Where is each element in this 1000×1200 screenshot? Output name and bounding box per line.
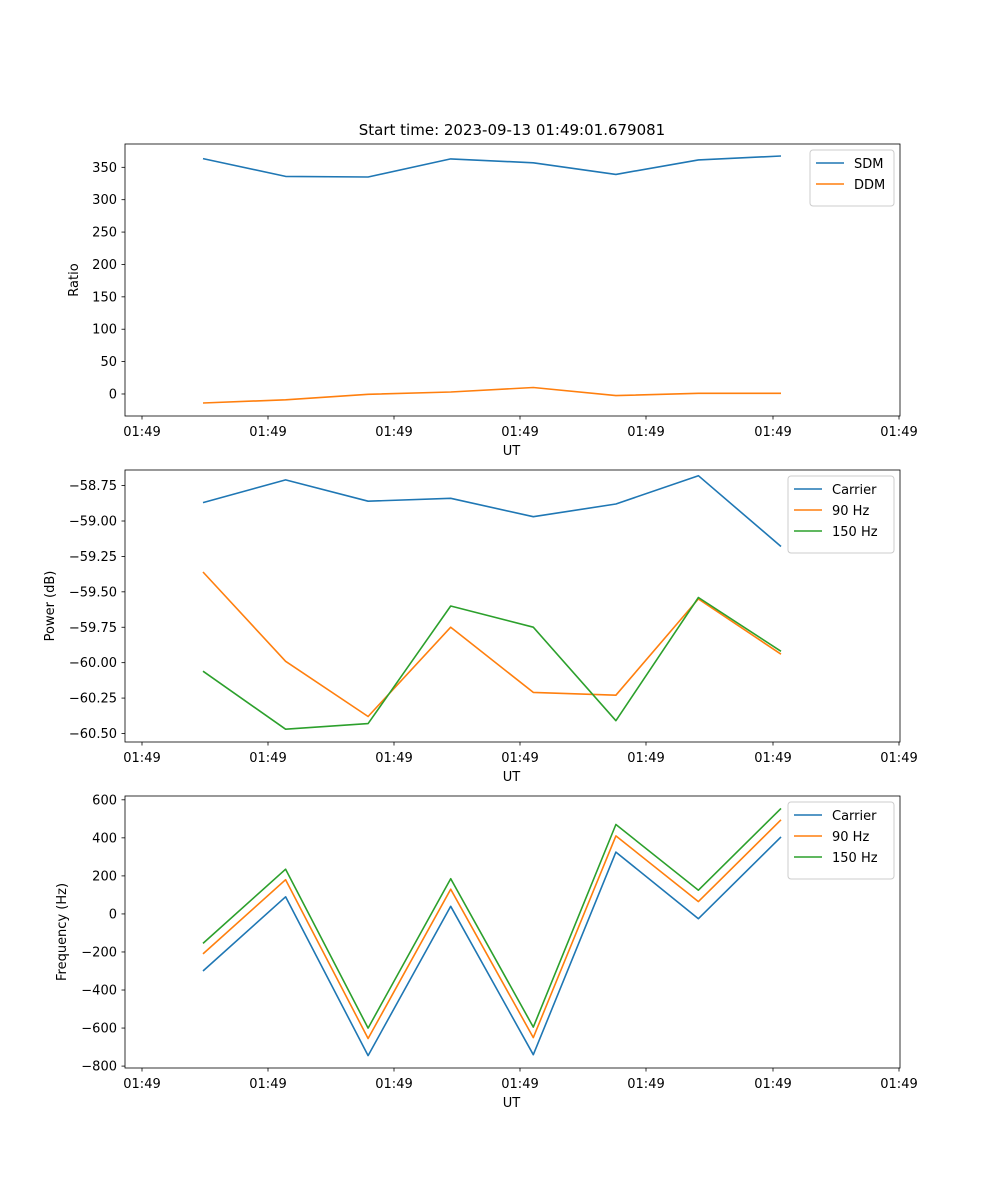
series-line-sdm — [202, 155, 782, 178]
series-line-carrier — [202, 474, 782, 548]
x-tick-label: 01:49 — [375, 1077, 412, 1092]
y-tick-label: −58.75 — [69, 479, 117, 494]
legend-label: 90 Hz — [832, 830, 869, 845]
legend-label: SDM — [854, 157, 883, 172]
y-tick-label: 350 — [92, 161, 117, 176]
y-tick-label: −59.50 — [69, 585, 117, 600]
series-line-ddm — [202, 386, 781, 404]
legend-label: Carrier — [832, 809, 877, 824]
legend-label: 150 Hz — [832, 851, 878, 866]
y-tick-label: −800 — [81, 1060, 117, 1075]
y-tick-label: 300 — [92, 193, 117, 208]
y-tick-label: 150 — [92, 290, 117, 305]
x-tick-label: 01:49 — [880, 751, 917, 766]
y-tick-label: 250 — [92, 226, 117, 241]
y-axis-label: Ratio — [67, 263, 82, 296]
y-tick-label: 200 — [92, 258, 117, 273]
y-tick-label: −60.50 — [69, 727, 117, 742]
y-tick-label: −59.00 — [69, 515, 117, 530]
y-tick-label: 600 — [92, 793, 117, 808]
x-tick-label: 01:49 — [123, 425, 160, 440]
y-tick-label: −200 — [81, 945, 117, 960]
legend-label: 150 Hz — [832, 525, 878, 540]
x-axis-label: UT — [503, 444, 521, 459]
series-line-90-hz — [202, 819, 782, 1040]
series-line-90-hz — [202, 571, 782, 718]
panels: 0 50 100 150 200 250 300 350 01:49 01:49 01:49 01:4… — [43, 143, 918, 1111]
x-tick-label: 01:49 — [375, 751, 412, 766]
y-tick-label: −400 — [81, 984, 117, 999]
series-line-150-hz — [202, 807, 782, 1029]
legend-label: Carrier — [832, 483, 877, 498]
y-tick-label: 50 — [100, 355, 117, 370]
x-tick-label: 01:49 — [249, 425, 286, 440]
x-tick-label: 01:49 — [880, 1077, 917, 1092]
y-tick-label: −59.75 — [69, 621, 117, 636]
y-tick-label: 0 — [109, 387, 117, 402]
x-tick-label: 01:49 — [123, 1077, 160, 1092]
plot-frame — [124, 795, 901, 1069]
plot-frame — [124, 469, 901, 743]
legend-box — [809, 149, 895, 207]
x-tick-label: 01:49 — [501, 425, 538, 440]
legend: Carrier 90 Hz 150 Hz — [787, 801, 895, 880]
x-tick-label: 01:49 — [501, 751, 538, 766]
x-tick-label: 01:49 — [249, 1077, 286, 1092]
legend-box — [787, 801, 895, 880]
x-tick-label: 01:49 — [501, 1077, 538, 1092]
y-axis-label: Frequency (Hz) — [55, 883, 70, 981]
chart-panel-1: 0 50 100 150 200 250 300 350 01:49 01:49 01:49 01:4… — [67, 143, 918, 459]
y-tick-label: 400 — [92, 831, 117, 846]
legend-label: DDM — [854, 178, 885, 193]
x-tick-label: 01:49 — [627, 1077, 664, 1092]
y-tick-label: −60.00 — [69, 656, 117, 671]
x-tick-label: 01:49 — [754, 751, 791, 766]
x-tick-label: 01:49 — [249, 751, 286, 766]
series-line-150-hz — [202, 596, 782, 731]
x-tick-label: 01:49 — [754, 425, 791, 440]
x-axis-label: UT — [503, 770, 521, 785]
legend: Carrier 90 Hz 150 Hz — [787, 475, 895, 554]
chart-panel-3: −800 −600 −400 −200 0 200 400 600 01:49 01:49 01:4… — [55, 793, 918, 1111]
series-line-carrier — [202, 836, 782, 1057]
plot-frame — [124, 143, 901, 417]
y-tick-label: 0 — [109, 907, 117, 922]
x-tick-label: 01:49 — [754, 1077, 791, 1092]
legend: SDM DDM — [809, 149, 895, 207]
x-tick-label: 01:49 — [627, 751, 664, 766]
x-tick-label: 01:49 — [880, 425, 917, 440]
y-tick-label: −60.25 — [69, 692, 117, 707]
legend-label: 90 Hz — [832, 504, 869, 519]
figure-title: Start time: 2023-09-13 01:49:01.679081 — [359, 121, 665, 139]
x-axis-label: UT — [503, 1096, 521, 1111]
x-tick-label: 01:49 — [375, 425, 412, 440]
y-tick-label: −600 — [81, 1022, 117, 1037]
y-tick-label: 100 — [92, 323, 117, 338]
x-tick-label: 01:49 — [627, 425, 664, 440]
y-axis-label: Power (dB) — [43, 571, 58, 642]
y-tick-label: −59.25 — [69, 550, 117, 565]
chart-panel-2: −60.50 −60.25 −60.00 −59.75 −59.50 −59.25 −59.… — [43, 469, 918, 785]
y-tick-label: 200 — [92, 869, 117, 884]
legend-box — [787, 475, 895, 554]
x-tick-label: 01:49 — [123, 751, 160, 766]
